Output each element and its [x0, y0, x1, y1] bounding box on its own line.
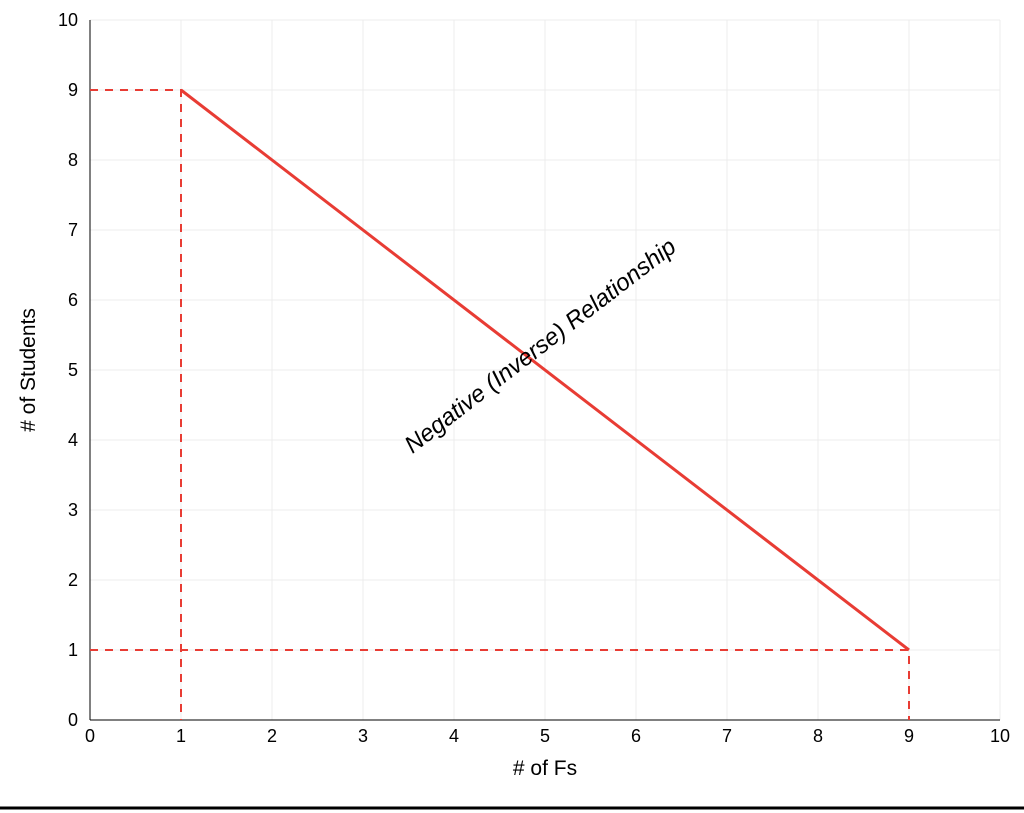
y-tick-label: 0 — [68, 710, 78, 730]
y-tick-label: 1 — [68, 640, 78, 660]
x-tick-label: 5 — [540, 726, 550, 746]
y-tick-label: 3 — [68, 500, 78, 520]
x-axis-label: # of Fs — [513, 757, 577, 780]
y-tick-label: 7 — [68, 220, 78, 240]
chart-container: 0 1 2 3 4 5 6 7 8 9 10 0 1 2 3 4 5 6 7 8 9 10 # of Fs # of Stud… — [0, 0, 1024, 813]
x-tick-label: 7 — [722, 726, 732, 746]
x-tick-label: 1 — [176, 726, 186, 746]
x-tick-label: 10 — [990, 726, 1010, 746]
y-tick-label: 2 — [68, 570, 78, 590]
y-axis-label: # of Students — [17, 308, 40, 432]
line-chart: 0 1 2 3 4 5 6 7 8 9 10 0 1 2 3 4 5 6 7 8 9 10 # of Fs # of Stud… — [0, 0, 1024, 813]
chart-bg — [0, 0, 1024, 813]
y-tick-label: 5 — [68, 360, 78, 380]
x-tick-label: 6 — [631, 726, 641, 746]
y-tick-label: 10 — [58, 10, 78, 30]
x-tick-label: 9 — [904, 726, 914, 746]
y-tick-label: 8 — [68, 150, 78, 170]
x-tick-label: 0 — [85, 726, 95, 746]
y-tick-label: 4 — [68, 430, 78, 450]
x-tick-label: 3 — [358, 726, 368, 746]
y-tick-label: 6 — [68, 290, 78, 310]
x-tick-label: 2 — [267, 726, 277, 746]
x-tick-label: 4 — [449, 726, 459, 746]
y-tick-label: 9 — [68, 80, 78, 100]
x-tick-label: 8 — [813, 726, 823, 746]
